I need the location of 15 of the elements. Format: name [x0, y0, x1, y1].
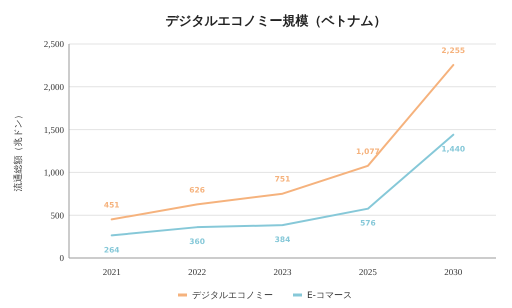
- x-tick-label: 2022: [188, 267, 206, 277]
- y-tick-label: 2,000: [44, 82, 64, 92]
- y-tick-label: 1,500: [44, 124, 64, 135]
- x-tick-label: 2030: [444, 267, 463, 277]
- chart-title: デジタルエコノミー規模（ベトナム）: [166, 14, 386, 29]
- y-tick-label: 0: [60, 253, 64, 264]
- y-tick-label: 500: [50, 210, 64, 220]
- x-tick-label: 2023: [274, 267, 292, 277]
- x-tick-label: 2025: [358, 267, 378, 277]
- y-tick-label: 1,000: [44, 168, 64, 178]
- legend-label: デジタルエコノミー: [192, 291, 273, 302]
- y-tick-label: 2,500: [44, 39, 64, 50]
- x-tick-label: 2021: [102, 267, 121, 277]
- y-axis-title: 流通総額（兆ドン）: [13, 110, 24, 192]
- legend-label: E-コマース: [307, 291, 352, 302]
